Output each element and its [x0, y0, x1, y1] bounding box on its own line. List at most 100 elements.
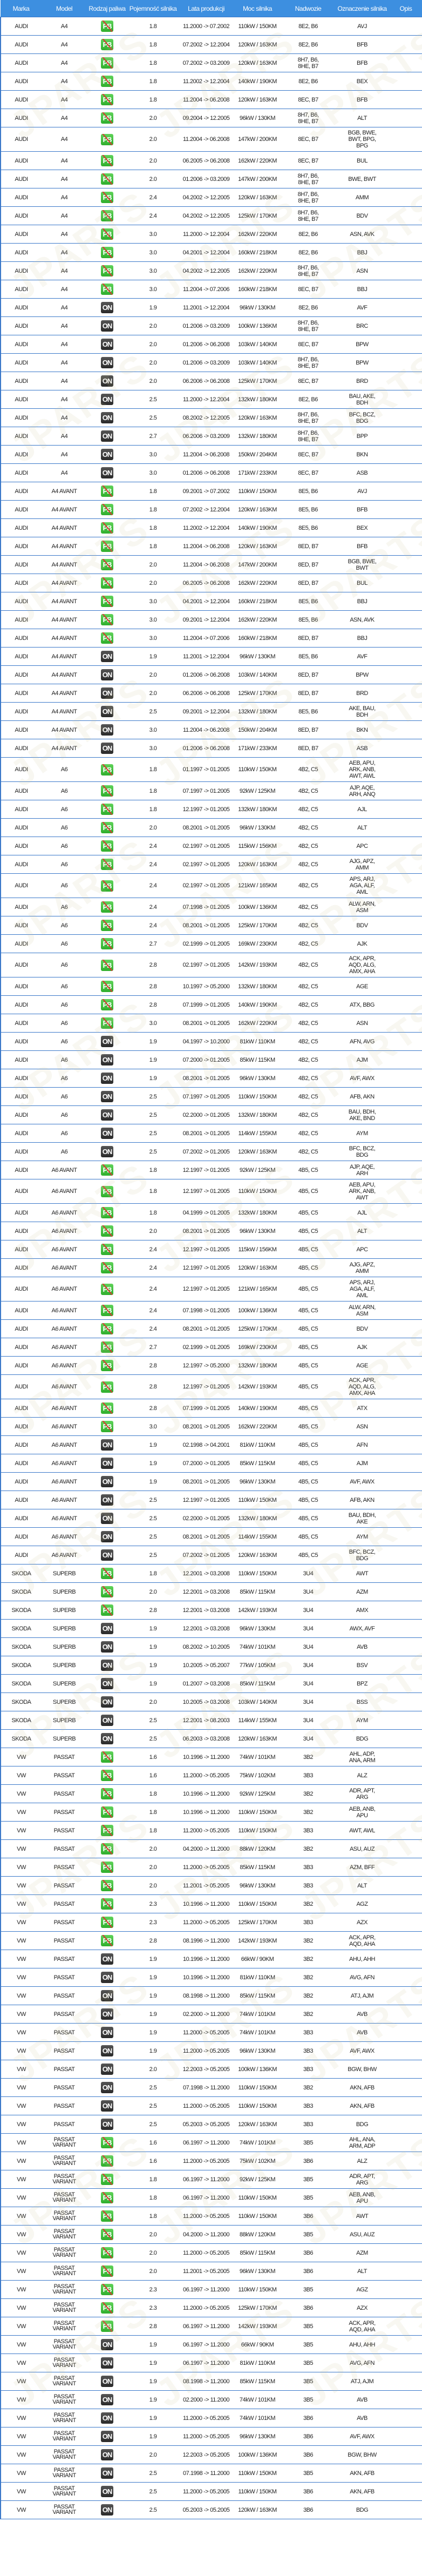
years-text: 12.1997 -> 01.2005 [182, 806, 230, 813]
cell-body: 4B2, C5 [281, 916, 335, 935]
years-text: 11.2001 -> 05.2005 [183, 2268, 229, 2275]
cell-body: 4B5, C5 [281, 1301, 335, 1320]
body-text: 4B5, C5 [298, 1246, 318, 1253]
make-text: SKODA [11, 1717, 31, 1724]
years-text: 04.2002 -> 12.2005 [182, 212, 230, 219]
model-text: A6 AVANT [51, 1441, 77, 1448]
cell-description [389, 2262, 422, 2281]
body-text: 3B2 [303, 1754, 314, 1761]
cell-make: AUDI [0, 225, 42, 244]
cell-description [389, 1356, 422, 1375]
cell-engine-code: AZM [335, 1582, 389, 1601]
capacity-text: 1.8 [149, 2176, 157, 2183]
engine-code-text: BDG [356, 1735, 369, 1742]
cell-make: SKODA [0, 1692, 42, 1711]
engine-code-text: ALT [357, 824, 367, 831]
make-text: AUDI [15, 1325, 28, 1332]
cell-body: 3B5 [281, 2317, 335, 2336]
cell-years: 10.2005 -> 05.2007 [179, 1656, 234, 1675]
cell-engine-code: AKN, AFB [335, 2482, 389, 2501]
cell-description [389, 702, 422, 721]
capacity-text: 1.9 [149, 1056, 157, 1063]
model-text: A4 [60, 433, 68, 440]
cell-model: A6 [42, 757, 87, 782]
cell-make: SKODA [0, 1637, 42, 1656]
model-text: A6 AVANT [51, 1460, 77, 1467]
cell-years: 08.2001 -> 01.2005 [179, 916, 234, 935]
cell-power: 142kW / 193KM [234, 2317, 281, 2336]
years-text: 06.2005 -> 06.2008 [182, 579, 230, 586]
cell-engine-code: ADR, APT, ARG [335, 2170, 389, 2189]
cell-engine-code: AJM [335, 1050, 389, 1069]
cell-make: AUDI [0, 781, 42, 800]
petrol-no-lead-icon: PB [101, 2192, 113, 2203]
model-text: A6 AVANT [51, 1362, 77, 1369]
cell-capacity: 1.9 [127, 647, 179, 666]
engine-code-text: ALT [357, 1228, 367, 1235]
cell-model: A6 [42, 837, 87, 855]
capacity-text: 1.9 [149, 1992, 157, 1999]
power-text: 162kW / 220KM [238, 231, 277, 238]
cell-description [389, 1637, 422, 1656]
cell-capacity: 1.8 [127, 17, 179, 36]
cell-capacity: 2.4 [127, 1301, 179, 1320]
years-text: 07.2002 -> 03.2009 [182, 59, 230, 66]
cell-fuel: ON [87, 1050, 127, 1069]
power-text: 110kW / 150KM [238, 1827, 277, 1834]
power-text: 85kW / 115KM [240, 1460, 275, 1467]
years-text: 02.1999 -> 01.2005 [182, 1344, 230, 1351]
cell-power: 85kW / 115KM [234, 1858, 281, 1877]
power-text: 140kW / 190KM [238, 1405, 277, 1412]
engine-code-text: BBJ [357, 635, 367, 642]
table-row: AUDI A6 AVANT PB 2.4 12.1997 -> 01.2005 115kW… [0, 1240, 422, 1259]
diesel-icon: ON [101, 394, 113, 405]
capacity-text: 1.8 [149, 806, 157, 813]
capacity-text: 2.4 [149, 1325, 157, 1332]
cell-body: 4B2, C5 [281, 855, 335, 874]
body-text: 4B2, C5 [298, 962, 318, 968]
capacity-text: 2.0 [149, 136, 157, 143]
cell-model: PASSAT VARIANT [42, 2335, 87, 2354]
body-text: 8EC, B7 [298, 469, 318, 476]
cell-capacity: 3.0 [127, 280, 179, 299]
capacity-text: 2.4 [149, 882, 157, 889]
capacity-text: 2.3 [149, 1900, 157, 1907]
cell-model: PASSAT VARIANT [42, 2482, 87, 2501]
cell-description [389, 151, 422, 170]
cell-make: AUDI [0, 261, 42, 280]
cell-fuel: ON [87, 1656, 127, 1675]
cell-years: 01.1997 -> 01.2005 [179, 757, 234, 782]
make-text: VW [17, 1937, 26, 1944]
cell-fuel: ON [87, 1968, 127, 1987]
cell-capacity: 2.0 [127, 1839, 179, 1858]
cell-years: 11.2000 -> 12.2004 [179, 225, 234, 244]
engine-code-text: BEX [356, 524, 368, 531]
engine-code-text: AEB, APU, ARK, ANB, AWT [349, 1182, 376, 1201]
cell-body: 8ED, B7 [281, 574, 335, 592]
cell-years: 04.1999 -> 01.2005 [179, 1203, 234, 1222]
cell-fuel: PB [87, 855, 127, 874]
cell-model: A6 AVANT [42, 1435, 87, 1454]
cell-fuel: PB [87, 873, 127, 898]
engine-code-text: AKN, AFB [350, 2488, 375, 2495]
years-text: 10.1996 -> 11.2000 [183, 1790, 229, 1797]
body-text: 3B6 [303, 2268, 314, 2275]
cell-description [389, 873, 422, 898]
cell-model: A4 AVANT [42, 555, 87, 574]
table-row: AUDI A6 ON 1.9 04.1997 -> 10.2000 81kW / 110K… [0, 1032, 422, 1051]
cell-description [389, 1729, 422, 1748]
years-text: 06.2006 -> 06.2008 [182, 690, 230, 697]
cell-fuel: PB [87, 1356, 127, 1375]
power-text: 110kW / 150KM [238, 2286, 277, 2293]
cell-years: 01.2006 -> 06.2008 [179, 463, 234, 482]
engine-code-text: ASU, AUZ [349, 1845, 375, 1852]
engine-code-text: AWT [356, 1570, 369, 1577]
cell-power: 140kW / 190KM [234, 518, 281, 537]
cell-fuel: PB [87, 127, 127, 152]
power-text: 92kW / 125KM [239, 1790, 276, 1797]
years-text: 11.2002 -> 12.2004 [183, 78, 229, 85]
cell-fuel: ON [87, 684, 127, 703]
cell-fuel: PB [87, 2262, 127, 2281]
cell-years: 11.2004 -> 07.2006 [179, 629, 234, 648]
model-text: A4 [60, 194, 68, 201]
